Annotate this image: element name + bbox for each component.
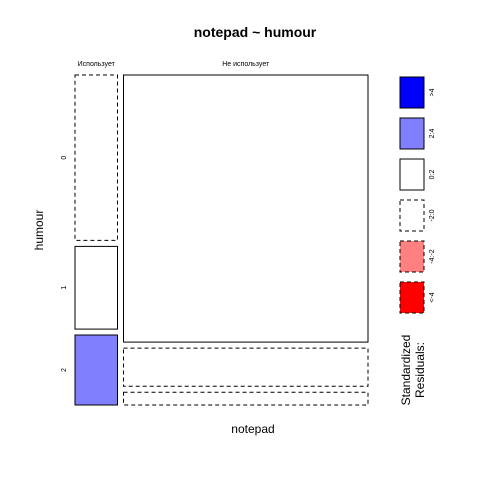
x-axis-label: notepad <box>231 422 274 436</box>
mosaic-cell-1-humour-2 <box>74 334 118 406</box>
legend-swatch-4 <box>399 199 425 232</box>
mosaic-cell-2-humour-0 <box>123 74 369 343</box>
mosaic-cell-2-humour-2 <box>123 391 369 406</box>
legend-swatch-5 <box>399 240 425 273</box>
mosaic-cell-1-humour-1 <box>74 245 118 330</box>
y-axis-label: humour <box>32 210 46 251</box>
mosaic-cell-2-humour-1 <box>123 347 369 387</box>
column-label-1: Использует <box>78 61 116 68</box>
legend-swatch-2 <box>399 117 425 150</box>
column-label-2: Не использует <box>222 61 270 68</box>
legend-label-4: -2:0 <box>429 209 436 221</box>
legend-title-line-2: Residuals: <box>413 342 427 398</box>
legend-label-5: -4:-2 <box>429 249 436 264</box>
legend-label-2: 2:4 <box>429 129 436 139</box>
legend-swatch-6 <box>399 281 425 314</box>
row-label-humour-1: 1 <box>61 286 68 290</box>
chart-title: notepad ~ humour <box>194 24 317 40</box>
row-label-humour-0: 0 <box>61 156 68 160</box>
legend-label-3: 0:2 <box>429 170 436 180</box>
row-label-humour-2: 2 <box>61 368 68 372</box>
legend-label-6: <-4 <box>429 292 436 302</box>
legend-label-1: >4 <box>429 88 436 96</box>
legend-swatch-1 <box>399 76 425 109</box>
legend-swatch-3 <box>399 158 425 191</box>
legend-title-line-1: Standardized <box>399 335 413 406</box>
mosaic-cell-1-humour-0 <box>74 74 118 241</box>
